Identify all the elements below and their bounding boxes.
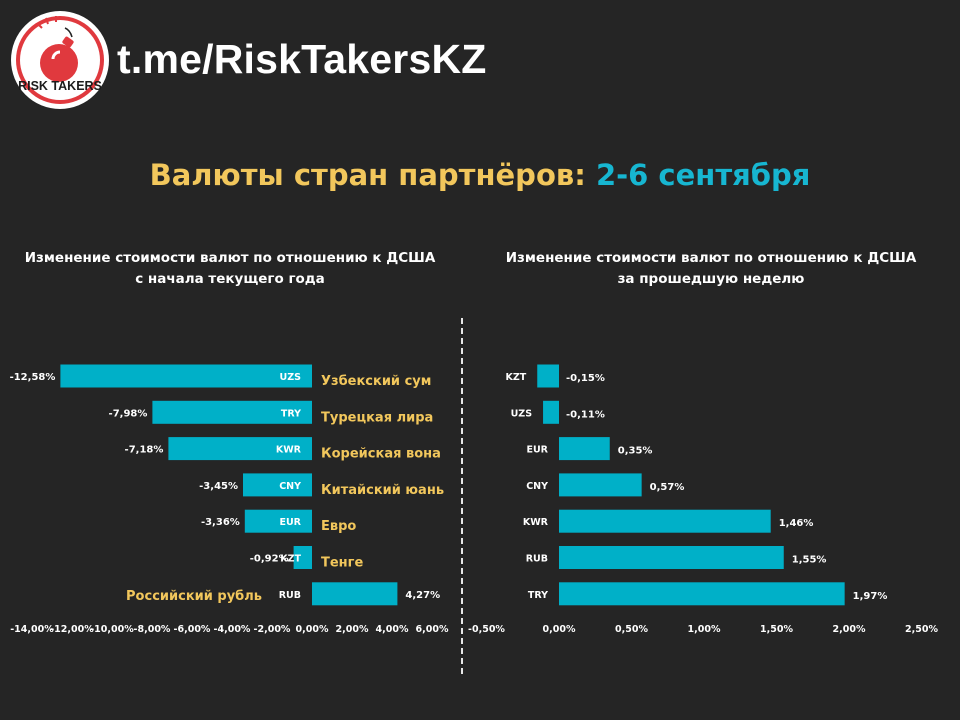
left-x-tick-label: 2,00% [336, 624, 369, 635]
left-bar [312, 582, 398, 606]
left-category-label: RUB [279, 590, 301, 601]
left-category-label: UZS [280, 372, 302, 383]
left-chart-title: Изменение стоимости валют по отношению к… [20, 248, 440, 290]
left-category-label: EUR [279, 517, 301, 528]
risk-takers-logo: RISK TAKERS [10, 10, 110, 110]
left-bar [152, 400, 312, 424]
logo-text: RISK TAKERS [18, 79, 102, 93]
left-value-label: 4,27% [405, 590, 440, 601]
right-bar [559, 582, 845, 606]
left-chart-title-line-1: Изменение стоимости валют по отношению к… [24, 250, 436, 266]
right-x-tick-label: 2,00% [833, 624, 866, 635]
left-x-tick-label: -4,00% [214, 624, 251, 635]
left-value-label: -3,36% [201, 517, 240, 528]
right-bar [537, 364, 559, 388]
divider [461, 318, 463, 674]
left-category-label: TRY [281, 408, 301, 419]
right-value-label: -0,11% [566, 409, 605, 420]
left-x-tick-label: 0,00% [296, 624, 329, 635]
left-category-label: CNY [279, 481, 301, 492]
currency-name-label: Турецкая лира [321, 410, 433, 425]
left-bar [293, 546, 312, 569]
currency-name-label: Российский рубль [126, 589, 262, 604]
right-bar [559, 437, 610, 461]
left-value-label: -7,18% [125, 445, 164, 456]
right-value-label: -0,15% [566, 373, 605, 384]
right-chart-title-line-2: за прошедшую неделю [617, 271, 805, 287]
left-bar [60, 364, 313, 388]
left-category-label: KZT [280, 554, 301, 565]
title-part-2: 2-6 сентября [595, 158, 811, 192]
right-category-label: KZT [506, 372, 527, 383]
left-x-tick-label: 6,00% [416, 624, 449, 635]
title-part-1: Валюты стран партнёров: [149, 158, 586, 192]
left-x-tick-label: -6,00% [174, 624, 211, 635]
left-value-label: -0,92% [250, 554, 289, 565]
left-x-tick-label: -14,00% [10, 624, 54, 635]
currency-name-label: Евро [321, 519, 356, 534]
left-value-label: -7,98% [109, 408, 148, 419]
left-bar [168, 437, 312, 461]
right-bar [559, 509, 771, 533]
page-title: Валюты стран партнёров: 2-6 сентября [0, 158, 960, 192]
right-category-label: EUR [526, 445, 548, 456]
left-bar [244, 509, 312, 533]
right-value-label: 1,97% [853, 591, 888, 602]
left-x-tick-label: -2,00% [254, 624, 291, 635]
right-value-label: 1,55% [792, 555, 827, 566]
right-x-tick-label: 1,50% [760, 624, 793, 635]
right-value-label: 0,35% [618, 446, 653, 457]
right-bar [559, 546, 784, 569]
right-category-label: RUB [526, 554, 548, 565]
left-bar [243, 473, 312, 497]
currency-name-label: Узбекский сум [321, 374, 431, 389]
right-bar [559, 473, 642, 497]
brand-link[interactable]: t.me/RiskTakersKZ [117, 36, 487, 82]
left-x-tick-label: -10,00% [90, 624, 134, 635]
right-value-label: 1,46% [779, 518, 814, 529]
right-category-label: TRY [528, 590, 548, 601]
right-category-label: CNY [526, 481, 548, 492]
currency-name-label: Китайский юань [321, 483, 444, 498]
left-value-label: -12,58% [10, 372, 56, 383]
left-x-tick-label: -8,00% [134, 624, 171, 635]
right-x-tick-label: 2,50% [905, 624, 938, 635]
left-x-tick-label: -12,00% [50, 624, 94, 635]
currency-name-label: Корейская вона [321, 447, 441, 462]
right-x-tick-label: -0,50% [468, 624, 505, 635]
right-category-label: UZS [511, 408, 533, 419]
right-x-tick-label: 0,00% [543, 624, 576, 635]
right-x-tick-label: 0,50% [615, 624, 648, 635]
left-x-tick-label: 4,00% [376, 624, 409, 635]
right-value-label: 0,57% [650, 482, 685, 493]
left-chart-title-line-2: с начала текущего года [135, 271, 325, 287]
currency-name-label: Тенге [321, 556, 363, 571]
left-value-label: -3,45% [199, 481, 238, 492]
right-chart-title: Изменение стоимости валют по отношению к… [501, 248, 921, 290]
right-x-tick-label: 1,00% [688, 624, 721, 635]
left-category-label: KWR [276, 445, 302, 456]
right-category-label: KWR [523, 517, 549, 528]
right-chart-title-line-1: Изменение стоимости валют по отношению к… [505, 250, 917, 266]
right-bar [543, 400, 559, 424]
